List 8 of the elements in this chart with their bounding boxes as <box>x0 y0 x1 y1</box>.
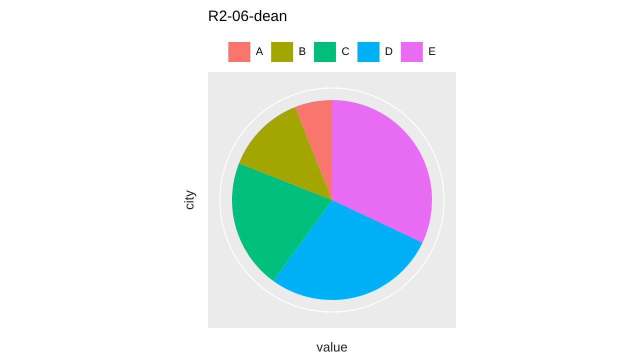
legend-label: B <box>298 46 306 58</box>
text: value <box>316 340 348 355</box>
legend-label: C <box>341 46 350 58</box>
text: city <box>182 190 197 210</box>
chart-title: R2-06-dean <box>208 8 288 26</box>
legend-label: A <box>256 46 264 58</box>
legend-label: D <box>384 46 393 58</box>
legend-label: E <box>428 46 436 58</box>
